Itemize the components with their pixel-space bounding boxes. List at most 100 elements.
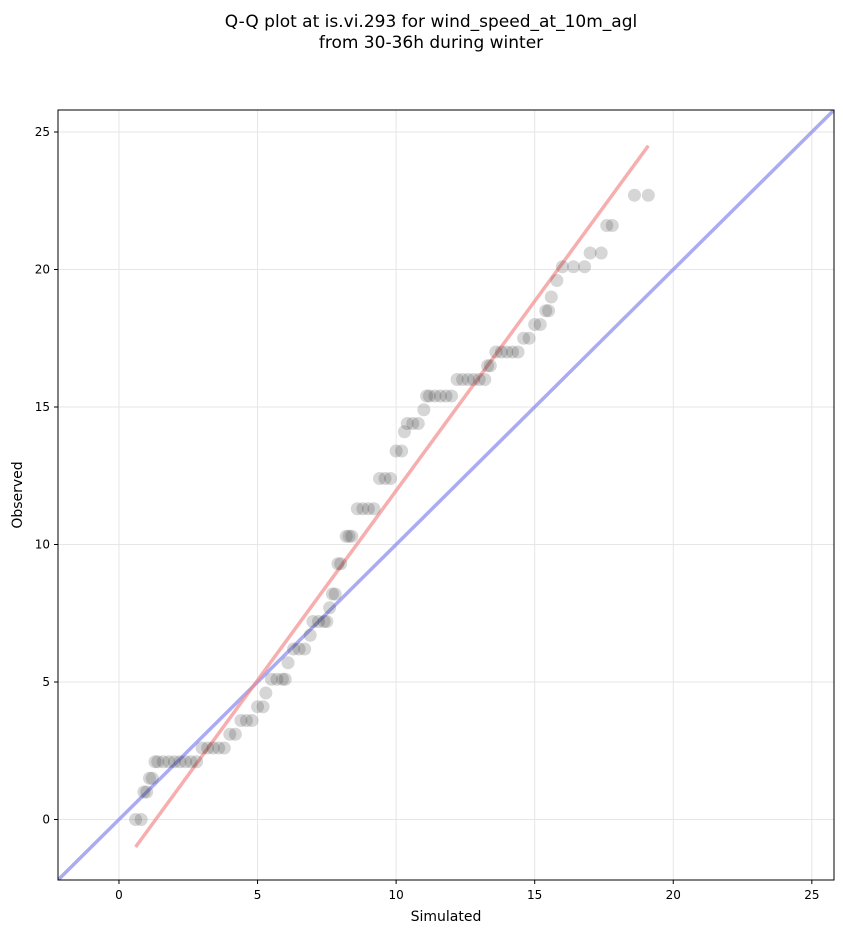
x-tick-label: 15 [527, 888, 542, 902]
x-axis-label: Simulated [411, 909, 482, 925]
y-tick-label: 15 [35, 400, 50, 414]
data-point [317, 615, 331, 628]
y-tick-label: 20 [35, 263, 50, 277]
data-point [251, 700, 265, 714]
data-point [578, 260, 592, 274]
x-tick-label: 0 [115, 888, 123, 902]
x-tick-label: 5 [254, 888, 262, 902]
data-point [217, 741, 231, 755]
grid-lines [58, 110, 834, 880]
data-point [422, 389, 436, 403]
data-point [583, 246, 597, 260]
y-axis-label: Observed [10, 461, 26, 528]
data-point [566, 260, 580, 274]
data-point [533, 318, 547, 331]
data-point [506, 345, 520, 359]
data-point [167, 755, 181, 769]
data-point [148, 755, 162, 769]
fit-line [134, 144, 650, 849]
data-point [378, 472, 392, 485]
data-point [411, 417, 425, 430]
data-point [605, 219, 619, 232]
data-point [428, 389, 442, 403]
data-point [389, 444, 403, 458]
data-point [478, 373, 492, 386]
data-point [151, 755, 165, 769]
data-point [456, 373, 470, 386]
data-point [142, 771, 156, 785]
data-point [234, 714, 248, 727]
data-point [539, 304, 553, 318]
data-point [406, 417, 420, 430]
data-point [450, 373, 464, 386]
data-point [433, 389, 447, 403]
data-point [550, 274, 564, 287]
plot-frame [57, 109, 835, 881]
data-point [223, 727, 237, 741]
data-point [500, 345, 514, 359]
data-point [342, 529, 356, 543]
data-point [400, 417, 414, 430]
data-point [201, 741, 215, 755]
y-tick-label: 0 [42, 813, 50, 827]
data-point [467, 373, 481, 386]
data-point [489, 345, 503, 359]
data-point [195, 741, 209, 755]
data-point [594, 246, 608, 260]
y-axis-ticks: 0 5 10 15 20 25 [35, 125, 58, 827]
data-point [278, 672, 292, 686]
data-point [323, 601, 337, 615]
identity-line [58, 110, 834, 880]
data-point [256, 700, 270, 714]
data-point [395, 444, 409, 458]
data-point [206, 741, 220, 755]
data-point [542, 304, 556, 318]
data-point [325, 587, 339, 601]
data-point [156, 755, 170, 769]
data-point [303, 628, 317, 642]
data-point [350, 502, 364, 516]
data-point [145, 771, 159, 785]
data-point [190, 755, 204, 769]
data-point [212, 741, 226, 755]
data-point [129, 813, 143, 826]
data-point [522, 331, 536, 345]
data-point [439, 389, 453, 403]
data-point [137, 785, 151, 799]
data-point [287, 642, 301, 656]
y-tick-label: 5 [42, 675, 50, 689]
data-point [483, 359, 497, 373]
data-point [245, 714, 259, 727]
x-tick-label: 20 [666, 888, 681, 902]
data-point [511, 345, 525, 359]
data-point [367, 502, 381, 516]
data-point [184, 755, 198, 769]
data-point [461, 373, 475, 386]
data-point [345, 529, 359, 543]
data-point [517, 331, 531, 345]
reference-lines [58, 110, 834, 880]
data-point [445, 389, 459, 403]
data-point [270, 672, 284, 686]
data-point [417, 403, 431, 417]
data-point [328, 587, 342, 601]
data-point [306, 615, 320, 628]
data-point [173, 755, 187, 769]
data-point [600, 219, 614, 232]
data-point [361, 502, 375, 516]
chart-title: Q-Q plot at is.vi.293 for wind_speed_at_… [225, 12, 637, 32]
data-point [140, 785, 154, 799]
data-point [528, 318, 542, 331]
data-point [397, 425, 411, 439]
y-tick-label: 10 [35, 538, 50, 552]
data-point [275, 672, 289, 686]
data-point [292, 642, 306, 656]
data-point [356, 502, 370, 516]
x-axis-ticks: 0 5 10 15 20 25 [115, 880, 819, 902]
x-tick-label: 25 [804, 888, 819, 902]
data-point [627, 188, 641, 202]
data-point [544, 290, 558, 304]
data-point [228, 727, 242, 741]
data-point [334, 557, 348, 571]
